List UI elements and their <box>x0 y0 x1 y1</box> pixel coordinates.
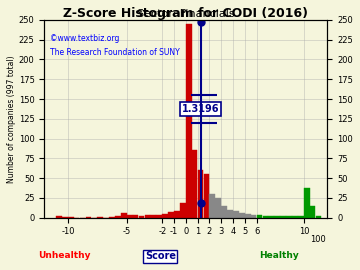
Bar <box>109 217 115 218</box>
Text: 1.3196: 1.3196 <box>181 104 219 114</box>
Bar <box>139 216 144 218</box>
Bar <box>98 217 103 218</box>
Text: Sector: Financials: Sector: Financials <box>137 9 235 19</box>
Bar <box>133 215 139 218</box>
Bar <box>245 214 251 218</box>
Bar <box>121 213 127 218</box>
Bar <box>192 150 197 218</box>
Bar <box>304 188 310 218</box>
Bar <box>162 214 168 218</box>
Bar <box>115 216 121 218</box>
Bar <box>127 215 132 218</box>
Bar <box>215 198 221 218</box>
Text: ©www.textbiz.org: ©www.textbiz.org <box>50 34 120 43</box>
Bar <box>180 204 186 218</box>
Bar <box>198 170 203 218</box>
Title: Z-Score Histogram for CODI (2016): Z-Score Histogram for CODI (2016) <box>63 7 309 20</box>
Bar <box>274 216 280 218</box>
Bar <box>286 216 292 218</box>
Bar <box>150 215 156 218</box>
Bar <box>251 215 256 218</box>
Bar <box>62 217 68 218</box>
Bar <box>292 216 298 218</box>
Text: Healthy: Healthy <box>260 251 299 260</box>
Bar <box>145 215 150 218</box>
Bar <box>68 217 73 218</box>
Bar <box>168 212 174 218</box>
Text: Unhealthy: Unhealthy <box>38 251 90 260</box>
Bar <box>156 215 162 218</box>
Bar <box>280 216 286 218</box>
Bar <box>227 210 233 218</box>
Bar <box>233 211 239 218</box>
Text: 100: 100 <box>310 235 326 244</box>
Bar <box>210 194 215 218</box>
Bar <box>239 213 245 218</box>
Bar <box>174 211 180 218</box>
Bar <box>221 206 227 218</box>
Y-axis label: Number of companies (997 total): Number of companies (997 total) <box>7 55 16 183</box>
Bar <box>204 174 209 218</box>
Bar <box>262 216 268 218</box>
Bar <box>310 206 315 218</box>
Bar <box>86 217 91 218</box>
Text: Score: Score <box>145 251 176 261</box>
Text: The Research Foundation of SUNY: The Research Foundation of SUNY <box>50 48 180 57</box>
Bar <box>257 215 262 218</box>
Bar <box>269 216 274 218</box>
Bar <box>56 216 62 218</box>
Bar <box>186 24 192 218</box>
Bar <box>316 216 321 218</box>
Bar <box>298 216 303 218</box>
